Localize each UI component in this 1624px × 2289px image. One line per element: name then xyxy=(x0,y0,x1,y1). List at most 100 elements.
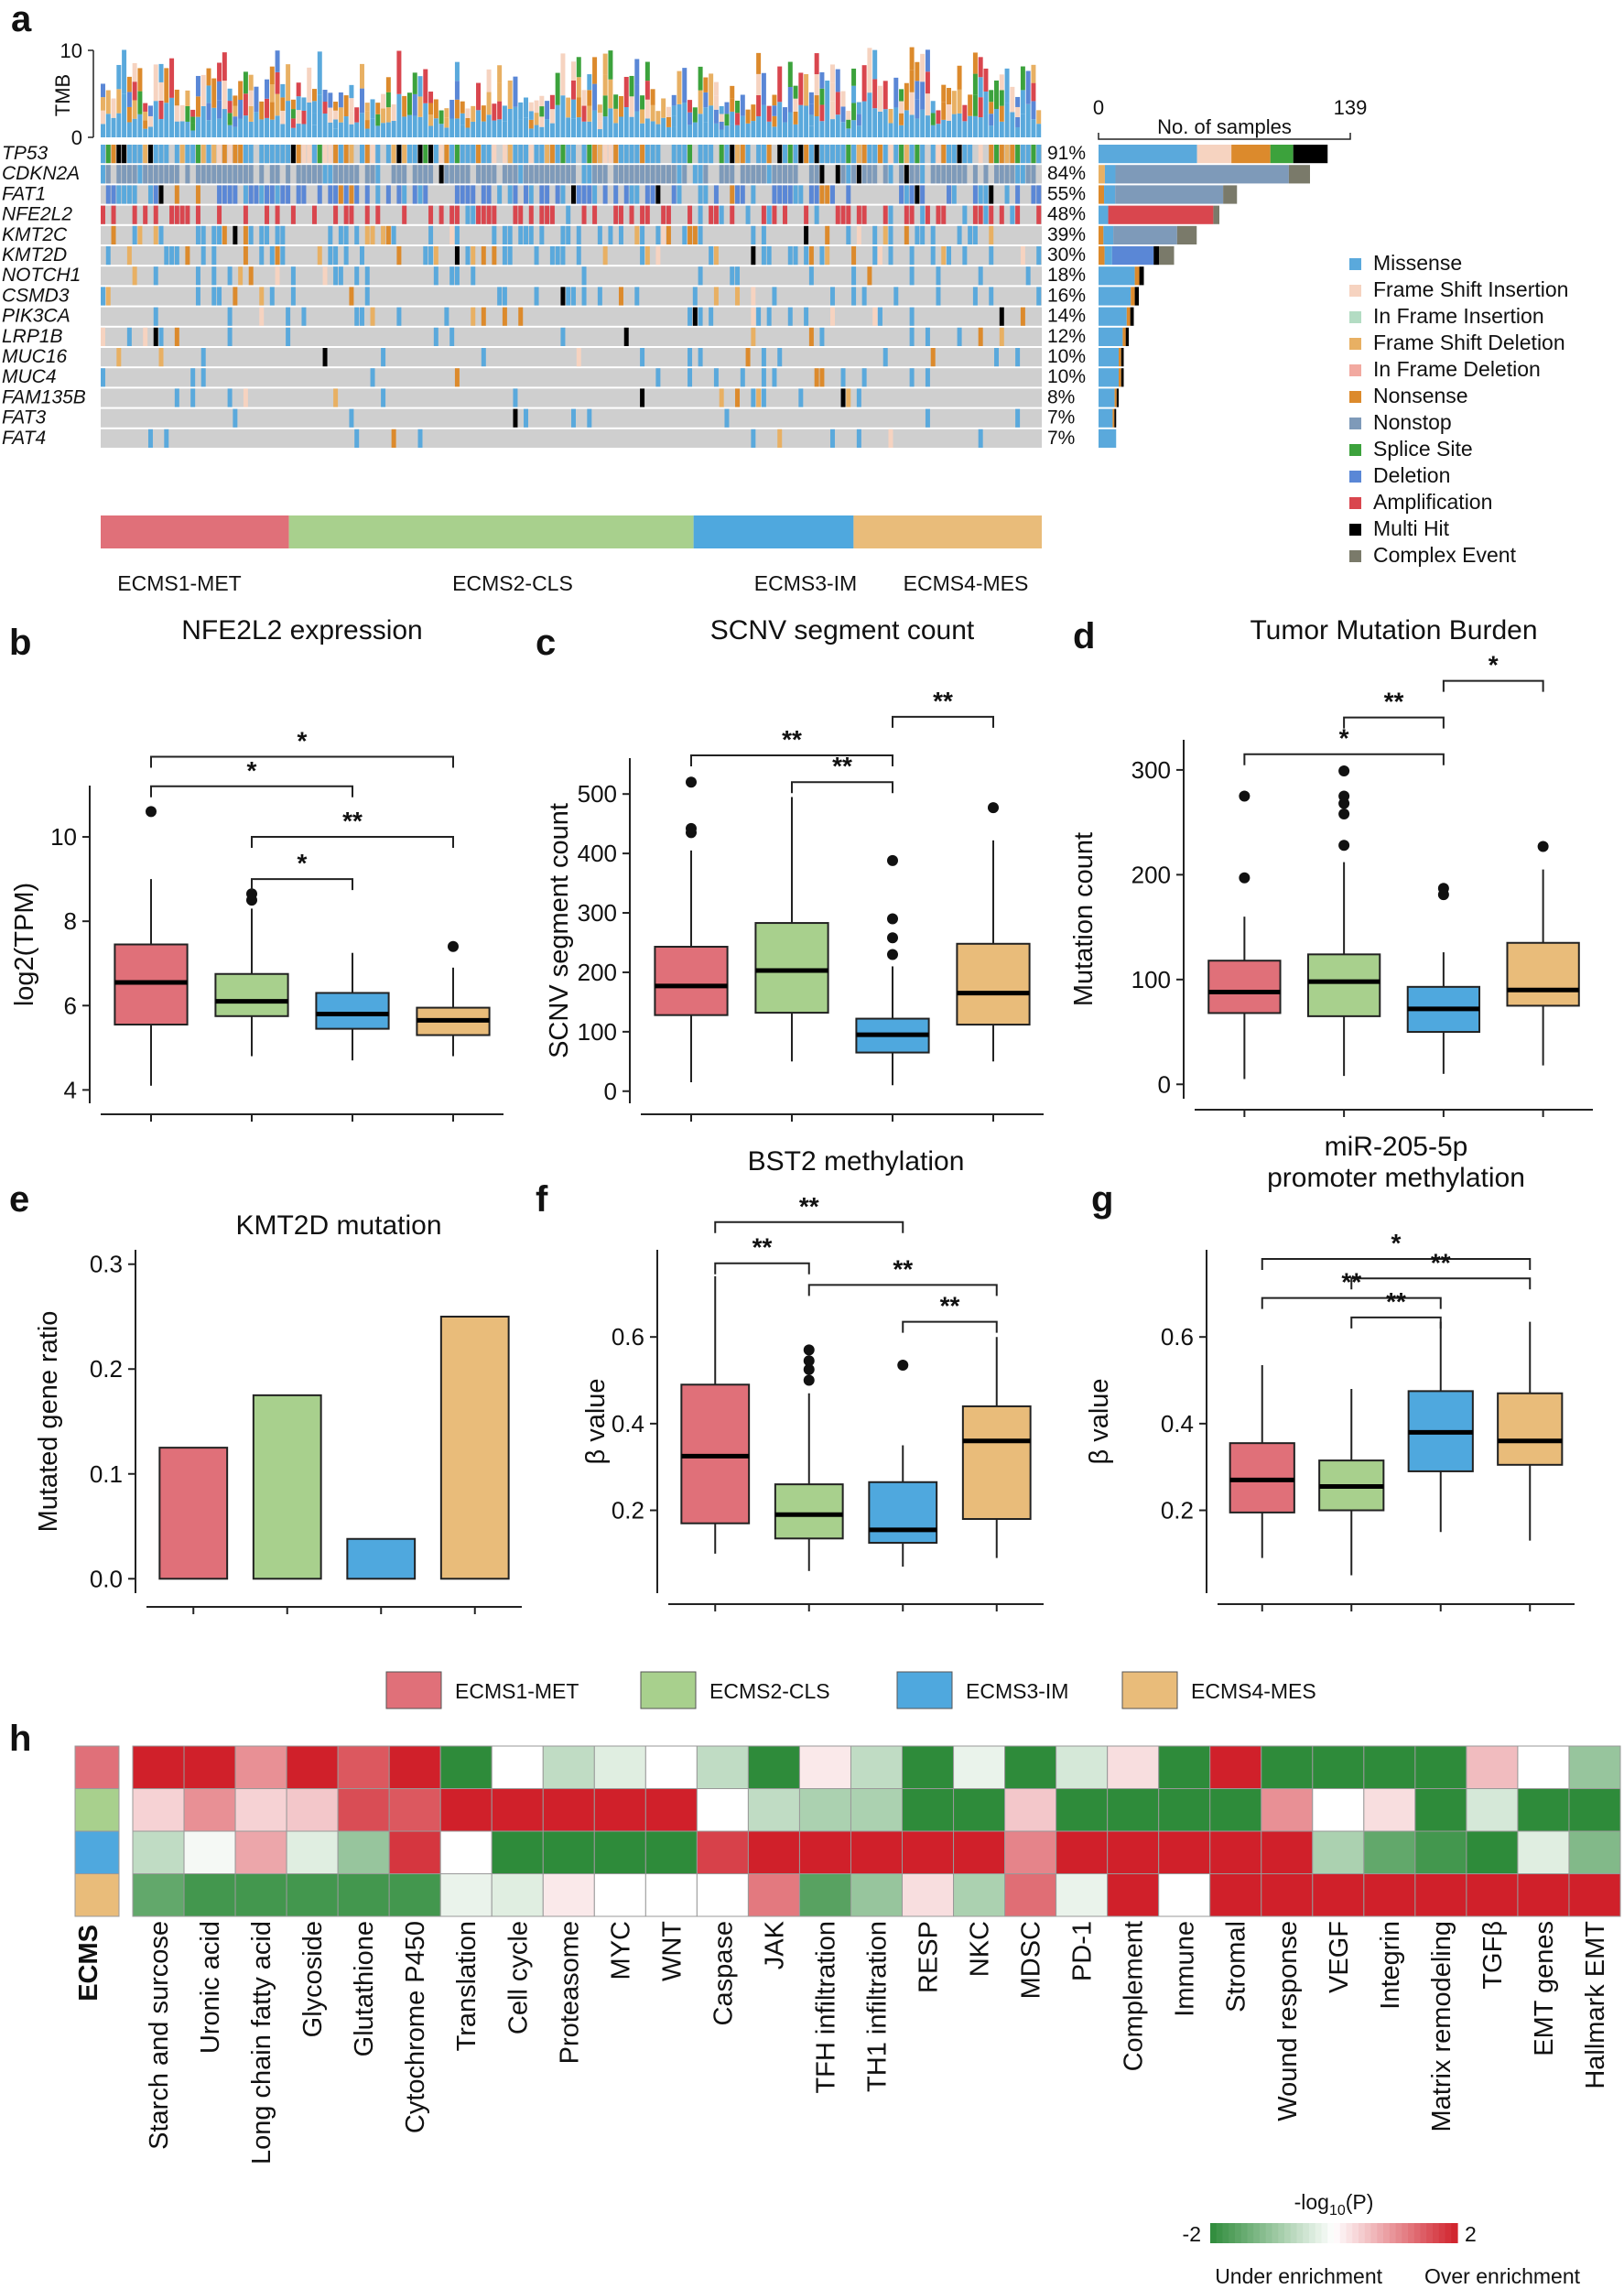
mutation-cell xyxy=(566,225,571,244)
mutation-cell xyxy=(502,225,507,244)
mutation-cell xyxy=(233,145,238,164)
mutation-cell xyxy=(861,205,867,224)
heatmap-cell xyxy=(439,1745,493,1789)
tmb-bar-segment xyxy=(233,116,238,127)
mutation-cell xyxy=(650,145,655,164)
tmb-bar-segment xyxy=(286,101,291,137)
tmb-bar-segment xyxy=(486,69,492,92)
tmb-bar-segment xyxy=(602,53,608,75)
mutation-cell xyxy=(381,388,386,407)
tmb-bar-segment xyxy=(766,121,772,137)
tmb-bar-segment xyxy=(719,129,724,137)
mutation-cell xyxy=(851,287,857,306)
mutation-cell xyxy=(200,165,206,184)
tmb-bar-segment xyxy=(290,109,296,119)
mutation-cell xyxy=(571,185,576,204)
mutation-cell xyxy=(761,388,766,407)
mutation-cell xyxy=(872,165,878,184)
significance-label: ** xyxy=(893,1254,913,1283)
heatmap-cell xyxy=(183,1830,236,1874)
mutation-cell xyxy=(999,205,1004,224)
tmb-bar-segment xyxy=(920,109,926,137)
gene-label-FAM135B: FAM135B xyxy=(2,386,86,407)
mutation-cell xyxy=(513,165,518,184)
mutation-cell xyxy=(190,145,196,164)
tmb-bar-segment xyxy=(602,95,608,117)
significance-bracket xyxy=(150,785,353,797)
tmb-bar-segment xyxy=(644,99,650,119)
heatmap-cell xyxy=(1414,1830,1467,1874)
significance-bracket xyxy=(150,755,454,768)
mutation-cell xyxy=(899,145,904,164)
panel-letter-f: f xyxy=(536,1179,548,1220)
mutation-cell xyxy=(248,185,254,204)
heatmap-cell xyxy=(234,1873,287,1917)
mutation-cell xyxy=(856,165,861,184)
mutation-cell xyxy=(793,246,798,266)
tmb-bar-segment xyxy=(169,58,175,98)
mutation-cell xyxy=(618,165,623,184)
tmb-bar-segment xyxy=(1020,90,1025,114)
tmb-bar-segment xyxy=(528,102,534,112)
mutation-cell xyxy=(808,185,814,204)
tmb-bar-segment xyxy=(375,125,381,137)
mutation-cell xyxy=(454,205,460,224)
mutation-cell xyxy=(471,307,476,326)
tmb-bar-segment xyxy=(661,98,666,118)
wildtype-row-FAM135B xyxy=(101,388,1042,407)
mutation-cell xyxy=(211,287,217,306)
mutation-cell xyxy=(1031,165,1036,184)
count-bar-segment-NOTCH1 xyxy=(1134,266,1140,286)
tmb-bar-segment xyxy=(941,102,947,120)
legend-swatch xyxy=(1349,524,1361,536)
tmb-bar-segment xyxy=(930,101,936,114)
mutation-cell xyxy=(524,145,528,164)
significance-label: * xyxy=(1489,651,1499,679)
mutation-cell xyxy=(290,287,296,306)
mutation-cell xyxy=(793,185,798,204)
mutation-cell xyxy=(808,145,814,164)
outlier-point xyxy=(887,949,898,960)
mutation-cell xyxy=(524,165,528,184)
tmb-bar-segment xyxy=(539,106,545,117)
tmb-bar-segment xyxy=(650,121,655,137)
gene-pct-CDKN2A: 84% xyxy=(1047,163,1086,184)
mutation-cell xyxy=(613,185,619,204)
mutation-cell xyxy=(814,165,819,184)
heatmap-cell xyxy=(1568,1830,1621,1874)
mutation-cell xyxy=(856,429,861,448)
mutation-cell xyxy=(915,165,920,184)
heatmap-cell xyxy=(1568,1788,1621,1832)
tmb-bar-segment xyxy=(126,92,132,107)
mutation-cell xyxy=(518,145,524,164)
mutation-cell xyxy=(947,165,952,184)
mutation-cell xyxy=(777,348,783,367)
mutation-cell xyxy=(745,165,751,184)
mutation-cell xyxy=(925,368,930,387)
significance-label: ** xyxy=(1431,1248,1451,1276)
tmb-bar-segment xyxy=(814,95,819,117)
tmb-bar-segment xyxy=(402,95,407,117)
mutation-cell xyxy=(101,368,105,387)
tmb-bar-segment xyxy=(793,111,798,125)
mutation-cell xyxy=(840,205,846,224)
tmb-bar-segment xyxy=(846,119,851,129)
mutation-cell xyxy=(190,388,196,407)
tmb-bar-segment xyxy=(613,123,619,137)
mutation-cell xyxy=(819,145,825,164)
mutation-cell xyxy=(772,287,777,306)
tmb-bar-segment xyxy=(560,95,566,137)
count-bar-segment-TP53 xyxy=(1270,145,1294,164)
row-annotation-ECMS1-MET xyxy=(74,1745,120,1789)
mutation-cell xyxy=(243,388,248,407)
tmb-bar-segment xyxy=(460,125,465,137)
tmb-bar-segment xyxy=(772,94,777,106)
mutation-cell xyxy=(766,205,772,224)
mutation-cell xyxy=(671,185,677,204)
group-legend-label: ECMS2-CLS xyxy=(709,1679,830,1703)
mutation-cell xyxy=(132,205,137,224)
mutation-cell xyxy=(951,165,957,184)
tmb-bar-segment xyxy=(338,122,343,137)
mutation-cell xyxy=(618,205,623,224)
tmb-bar-segment xyxy=(634,111,640,137)
